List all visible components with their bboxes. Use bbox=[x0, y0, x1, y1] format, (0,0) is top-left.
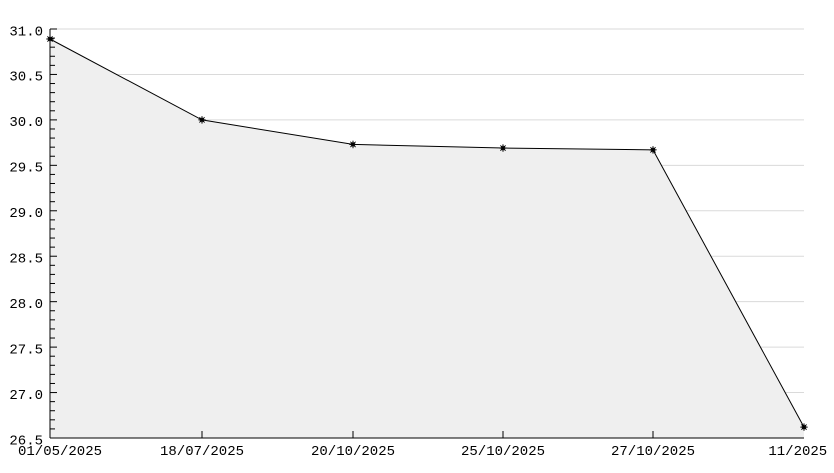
svg-text:28.0: 28.0 bbox=[9, 297, 43, 313]
svg-text:11/2025: 11/2025 bbox=[768, 444, 827, 460]
svg-text:29.5: 29.5 bbox=[9, 161, 43, 177]
svg-text:31.0: 31.0 bbox=[9, 24, 43, 40]
svg-text:30.0: 30.0 bbox=[9, 115, 43, 131]
svg-text:27.5: 27.5 bbox=[9, 342, 43, 358]
svg-text:27.0: 27.0 bbox=[9, 388, 43, 404]
svg-text:25/10/2025: 25/10/2025 bbox=[461, 444, 545, 460]
svg-text:18/07/2025: 18/07/2025 bbox=[160, 444, 244, 460]
svg-text:27/10/2025: 27/10/2025 bbox=[611, 444, 695, 460]
svg-text:29.0: 29.0 bbox=[9, 206, 43, 222]
svg-text:30.5: 30.5 bbox=[9, 70, 43, 86]
svg-text:28.5: 28.5 bbox=[9, 252, 43, 268]
svg-text:20/10/2025: 20/10/2025 bbox=[311, 444, 395, 460]
svg-text:01/05/2025: 01/05/2025 bbox=[18, 444, 102, 460]
